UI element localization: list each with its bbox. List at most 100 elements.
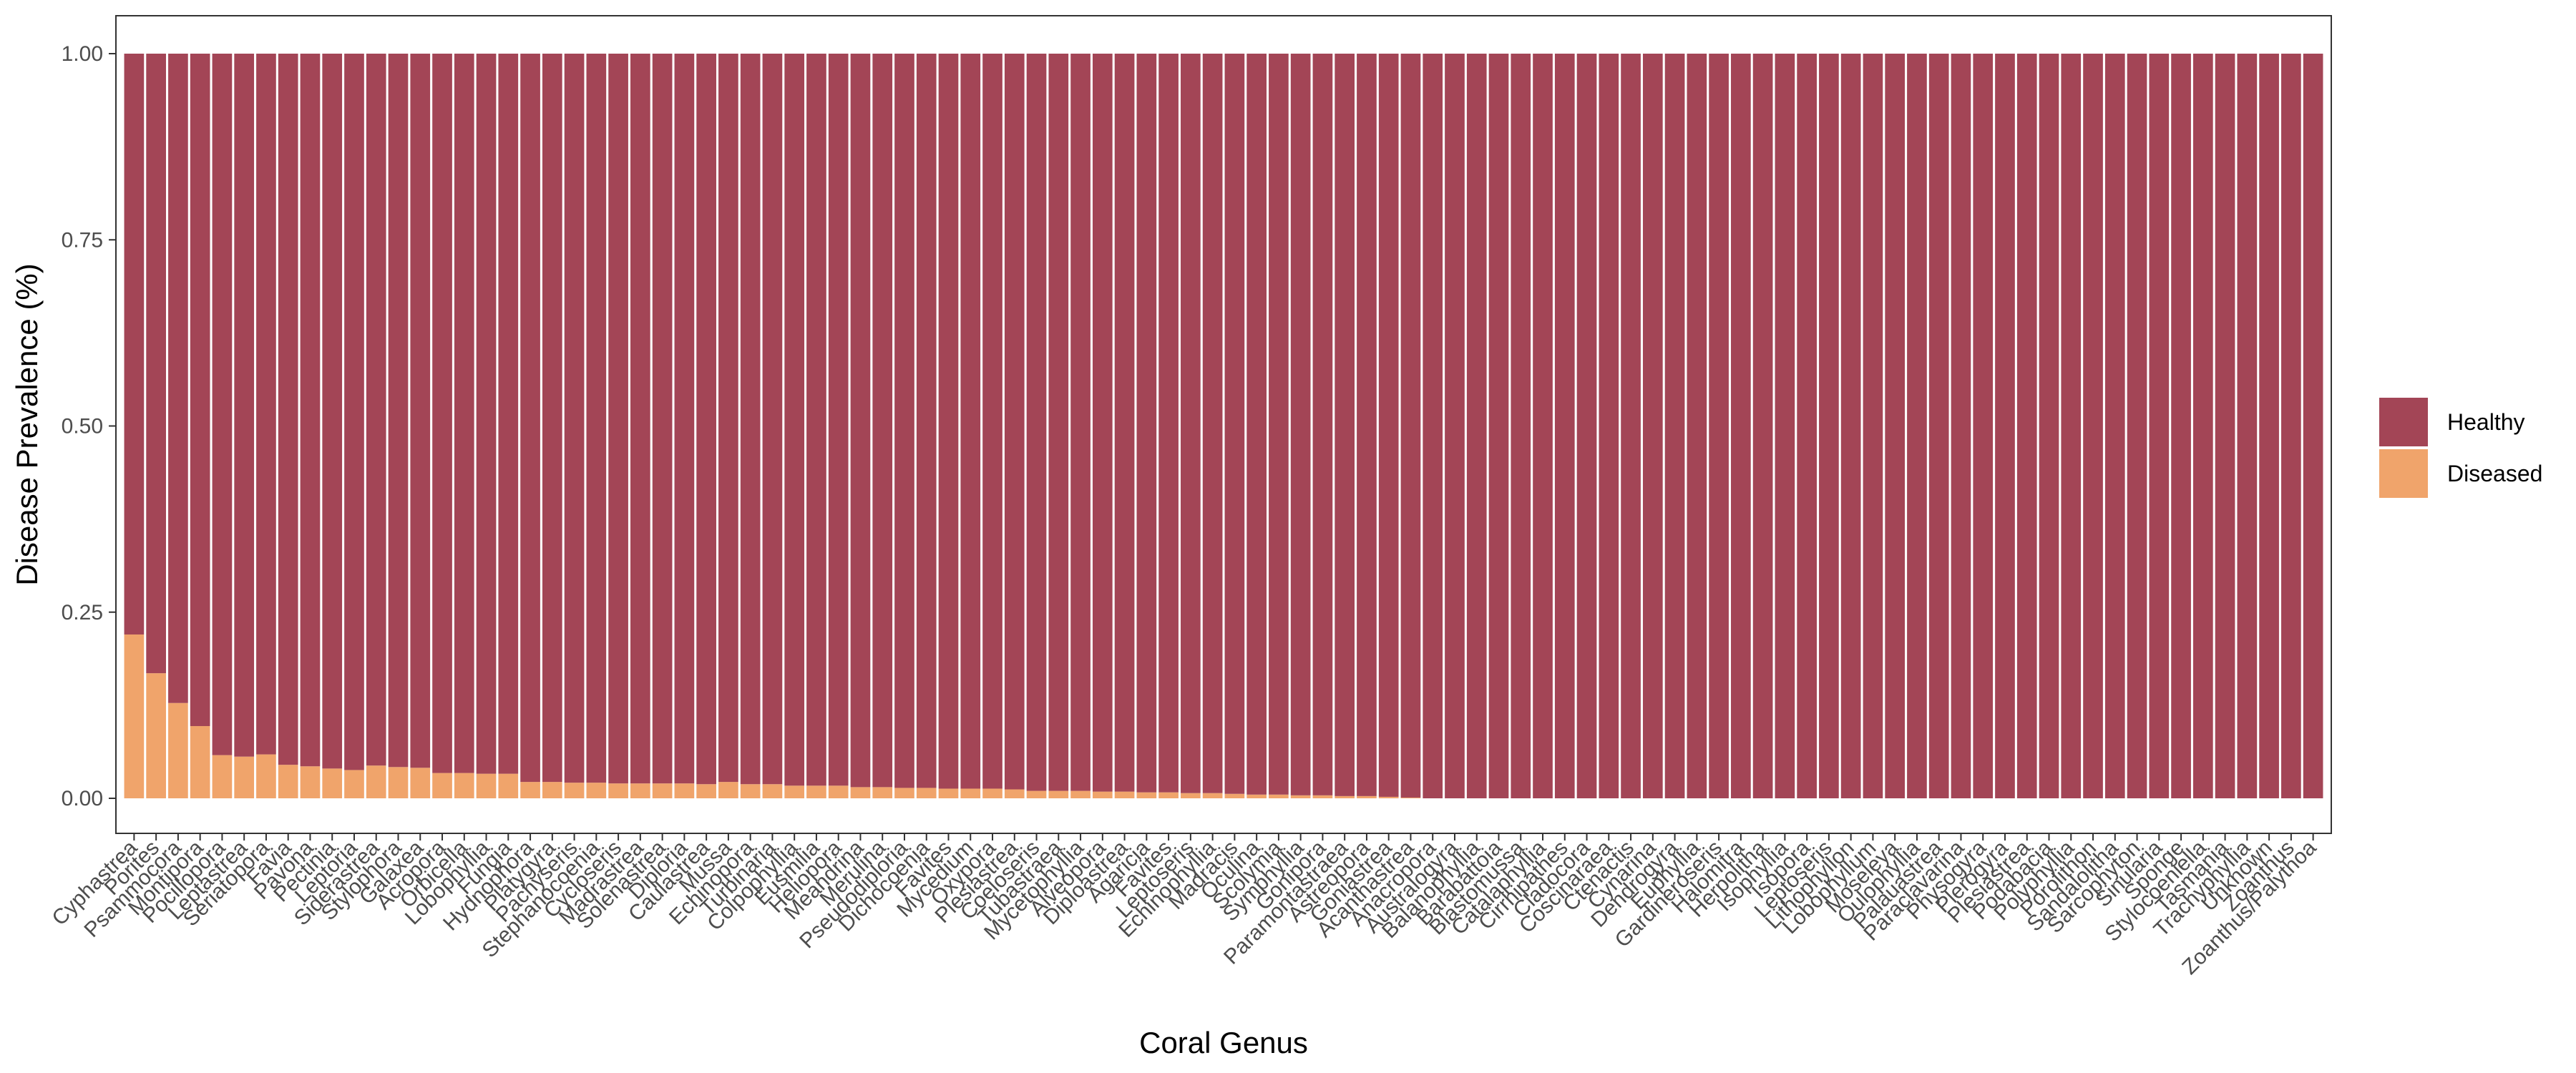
bar-healthy [1290,54,1311,795]
bar-diseased [586,783,607,798]
bar-healthy [1797,54,1817,798]
bar-healthy [696,54,716,785]
bar-healthy [1246,54,1267,795]
bar-diseased [498,773,519,798]
bar-healthy [366,54,386,766]
bar-healthy [1026,54,1047,791]
bar-healthy [1928,54,1949,798]
bar-diseased [1335,795,1355,798]
bar-healthy [1709,54,1729,798]
bar-healthy [344,54,364,770]
bar-healthy [1840,54,1861,798]
bar-healthy [1885,54,1906,798]
bar-healthy [234,54,255,757]
bar-healthy [806,54,826,786]
bar-healthy [1731,54,1751,798]
bar-diseased [212,755,233,798]
bar-healthy [2171,54,2191,798]
bar-healthy [146,54,166,674]
bar-diseased [564,783,585,798]
bar-healthy [168,54,188,703]
bar-healthy [1070,54,1091,791]
legend-label-healthy: Healthy [2447,409,2525,435]
bars-layer [124,54,2323,798]
y-tick-label: 0.75 [62,228,103,252]
bar-healthy [2192,54,2213,798]
bar-healthy [1995,54,2015,798]
bar-healthy [1554,54,1575,798]
bar-diseased [124,634,145,798]
bar-healthy [454,54,474,773]
bar-healthy [850,54,871,788]
bar-healthy [564,54,585,783]
bar-diseased [872,787,893,798]
bar-diseased [608,783,628,798]
bar-diseased [1357,795,1377,798]
bar-healthy [1202,54,1223,793]
bar-healthy [916,54,937,788]
bar-healthy [2083,54,2103,798]
bar-diseased [938,788,959,798]
bar-diseased [982,788,1002,798]
bar-diseased [1290,795,1311,798]
legend: Healthy Diseased [2379,398,2542,498]
bar-diseased [234,756,255,798]
bar-healthy [1466,54,1487,798]
bar-healthy [740,54,761,785]
bar-healthy [1092,54,1113,792]
bar-healthy [1378,54,1399,797]
bar-healthy [1599,54,1619,798]
bar-healthy [1136,54,1157,793]
bar-healthy [2016,54,2037,798]
bar-healthy [938,54,959,789]
bar-diseased [1070,790,1091,798]
bar-healthy [1488,54,1509,798]
bar-healthy [1973,54,1994,798]
bar-diseased [432,773,452,798]
bar-diseased [388,767,409,798]
bar-healthy [212,54,233,755]
x-axis-title: Coral Genus [1139,1026,1308,1059]
y-axis: 0.00 0.25 0.50 0.75 1.00 [62,42,116,810]
bar-diseased [960,788,981,798]
bar-diseased [1004,789,1025,798]
bar-healthy [2237,54,2258,798]
bar-diseased [1312,795,1333,798]
bar-diseased [1224,793,1245,798]
bar-healthy [2127,54,2147,798]
bar-diseased [1026,790,1047,798]
bar-healthy [1511,54,1531,798]
bar-healthy [1181,54,1201,793]
legend-key-diseased [2379,449,2428,498]
y-tick-label: 0.50 [62,415,103,438]
y-tick-label: 0.25 [62,601,103,624]
bar-healthy [1004,54,1025,790]
bar-healthy [1357,54,1377,796]
bar-healthy [1269,54,1289,795]
bar-healthy [278,54,298,765]
bar-healthy [542,54,562,783]
bar-diseased [806,785,826,798]
bar-diseased [916,788,937,798]
bar-diseased [1246,794,1267,798]
bar-diseased [300,766,321,798]
bar-healthy [2061,54,2082,798]
bar-healthy [1048,54,1069,791]
bar-diseased [1158,792,1179,798]
bar-diseased [366,765,386,798]
bar-healthy [410,54,431,768]
y-tick-label: 1.00 [62,42,103,66]
bar-diseased [454,773,474,798]
bar-healthy [718,54,738,783]
bar-healthy [300,54,321,767]
bar-healthy [190,54,210,727]
bar-diseased [850,787,871,798]
bar-healthy [1621,54,1641,798]
bar-healthy [1423,54,1443,798]
bar-healthy [1576,54,1597,798]
bar-healthy [2149,54,2170,798]
legend-key-healthy [2379,398,2428,446]
bar-healthy [388,54,409,768]
